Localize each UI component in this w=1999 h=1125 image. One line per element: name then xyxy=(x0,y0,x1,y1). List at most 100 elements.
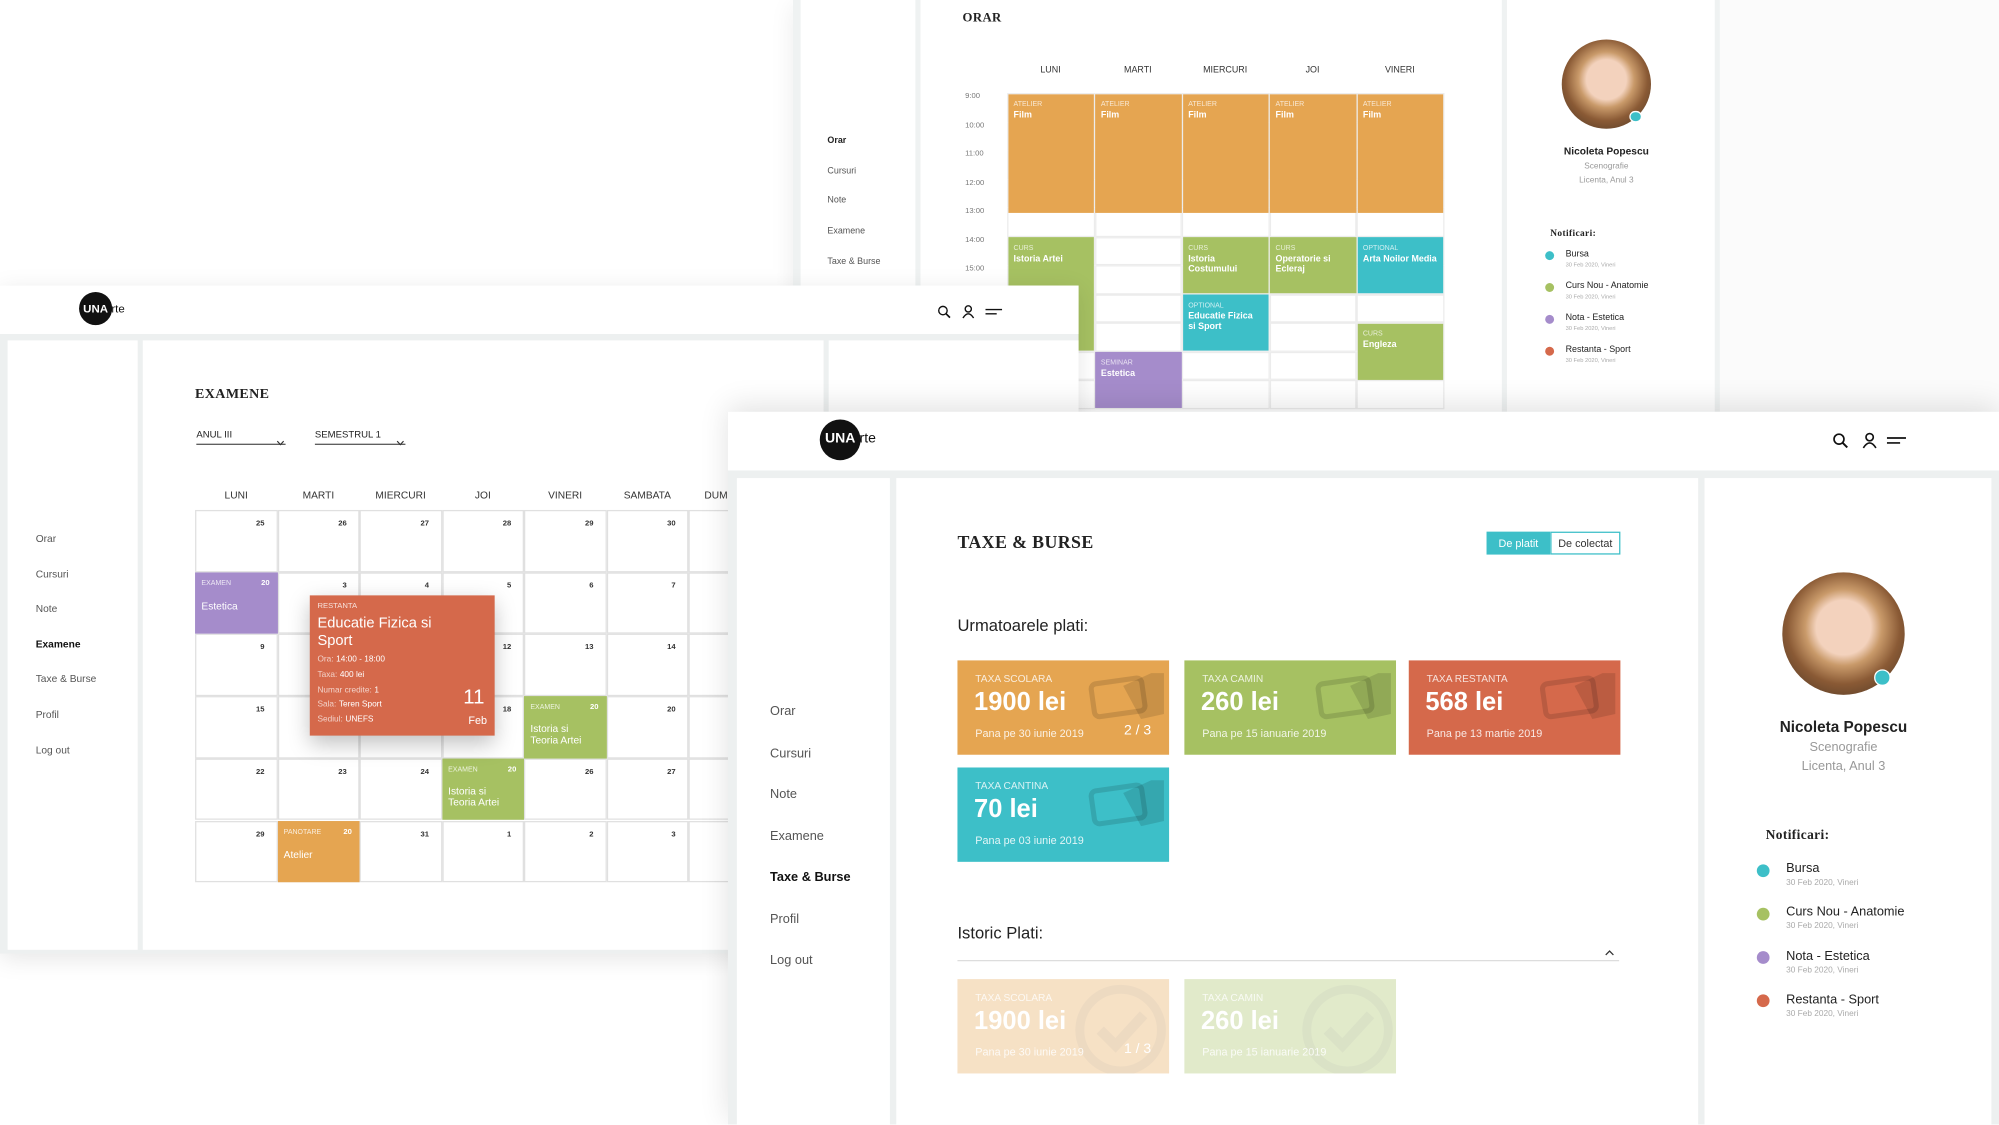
dropdown-caret xyxy=(396,430,404,446)
exam-type: EXAMEN xyxy=(530,703,560,712)
calendar-cell xyxy=(606,509,689,573)
nav-item[interactable]: Taxe & Burse xyxy=(770,870,851,885)
calendar-cell xyxy=(441,820,524,883)
card-icon-graphic xyxy=(1088,780,1164,827)
paid-card[interactable]: TAXA SCOLARA 1900 lei Pana pe 30 iunie 201… xyxy=(957,979,1170,1074)
calendar-day: 26 xyxy=(338,520,347,528)
filter-dropdown[interactable]: SEMESTRUL 1 xyxy=(314,428,381,440)
fee-amount: 70 lei xyxy=(974,795,1038,824)
popup-detail: Ora: 14:00 - 18:00 xyxy=(317,655,385,664)
tab-active[interactable]: De platit xyxy=(1486,531,1551,555)
paid-card[interactable]: TAXA CAMIN 260 lei Pana pe 15 ianuarie 201… xyxy=(1184,979,1399,1074)
nav-item[interactable]: Profil xyxy=(35,708,59,721)
fee-card[interactable]: TAXA SCOLARA 1900 lei Pana pe 30 iunie 201… xyxy=(957,660,1170,755)
nav-item[interactable]: Cursuri xyxy=(827,166,857,176)
grid-cell xyxy=(1269,379,1357,409)
nav-item[interactable]: Orar xyxy=(827,136,847,146)
calendar-cell xyxy=(523,509,607,573)
calendar-day: 13 xyxy=(584,644,594,652)
calendar-cell xyxy=(195,820,278,883)
nav-item[interactable]: Note xyxy=(770,787,797,802)
class-title: Estetica xyxy=(1100,369,1136,379)
nav-item[interactable]: Log out xyxy=(35,744,70,756)
logo-text: UNA xyxy=(83,301,109,315)
exam-day: 20 xyxy=(507,765,517,774)
notification-title: Bursa xyxy=(1565,249,1589,259)
fee-card[interactable]: TAXA RESTANTA 568 lei Pana pe 13 martie 20… xyxy=(1408,660,1621,755)
exam-block[interactable] xyxy=(277,820,360,883)
notification-dot xyxy=(1756,951,1770,964)
notification-title: Nota - Estetica xyxy=(1565,313,1625,323)
user-icon[interactable] xyxy=(961,302,975,318)
nav-item[interactable]: Cursuri xyxy=(35,568,69,580)
fee-installment: 2 / 3 xyxy=(1123,722,1152,739)
profile-program: Scenografie xyxy=(1584,161,1629,171)
nav-item[interactable]: Taxe & Burse xyxy=(35,673,97,686)
class-block[interactable] xyxy=(1182,237,1269,294)
class-block[interactable] xyxy=(1182,294,1269,351)
check-icon-graphic xyxy=(1297,979,1399,1073)
menu-icon[interactable] xyxy=(1886,432,1907,449)
notification-title: Curs Nou - Anatomie xyxy=(1565,281,1649,291)
hour-label: 12:00 xyxy=(965,179,985,187)
tab[interactable]: De colectat xyxy=(1550,531,1621,555)
exam-popup xyxy=(309,595,495,736)
nav-item[interactable]: Profil xyxy=(770,912,800,927)
notification-title: Bursa xyxy=(1786,861,1820,876)
side-panel xyxy=(1719,0,1999,412)
calendar-cell xyxy=(195,696,278,759)
exam-block[interactable] xyxy=(195,572,278,635)
exam-block[interactable] xyxy=(523,696,607,759)
check-icon xyxy=(1297,979,1399,1073)
nav-item[interactable]: Cursuri xyxy=(770,746,812,761)
calendar-day: 22 xyxy=(256,768,265,777)
menu-icon[interactable] xyxy=(984,302,1002,316)
class-block[interactable] xyxy=(1357,237,1444,294)
class-title: Film xyxy=(1362,110,1382,120)
class-block[interactable] xyxy=(1095,93,1182,213)
notification-date: 30 Feb 2020, Vineri xyxy=(1565,261,1616,268)
calendar-day: 6 xyxy=(589,582,594,590)
nav-item[interactable]: Note xyxy=(35,603,58,615)
fee-card[interactable]: TAXA CAMIN 260 lei Pana pe 15 ianuarie 201… xyxy=(1184,660,1397,755)
day-header: JOI xyxy=(474,489,491,502)
class-block[interactable] xyxy=(1269,237,1356,294)
user-icon[interactable] xyxy=(1861,432,1878,449)
nav-item[interactable]: Examene xyxy=(827,227,866,236)
class-block[interactable] xyxy=(1095,351,1182,408)
notification-date: 30 Feb 2020, Vineri xyxy=(1565,357,1616,364)
search-icon[interactable] xyxy=(1831,432,1848,449)
filter-dropdown[interactable]: ANUL III xyxy=(196,428,233,440)
class-block[interactable] xyxy=(1269,93,1356,213)
exam-block[interactable] xyxy=(441,758,524,821)
nav-item[interactable]: Log out xyxy=(770,953,813,968)
divider xyxy=(957,959,1620,962)
class-type: CURS xyxy=(1188,244,1209,252)
hour-label: 11:00 xyxy=(965,150,984,159)
fee-label: TAXA SCOLARA xyxy=(975,991,1053,1004)
class-block[interactable] xyxy=(1357,323,1444,380)
nav-item[interactable]: Examene xyxy=(35,638,81,650)
fee-card[interactable]: TAXA CANTINA 70 lei Pana pe 03 iunie 2019 xyxy=(957,767,1170,862)
hour-label: 9:00 xyxy=(965,93,980,101)
menu-icon-graphic xyxy=(1886,436,1907,444)
fee-due: Pana pe 15 ianuarie 2019 xyxy=(1202,1045,1327,1059)
class-block[interactable] xyxy=(1182,93,1269,213)
user-icon-graphic xyxy=(961,304,974,318)
notification-title: Restanta - Sport xyxy=(1786,993,1879,1008)
popup-day: 11 xyxy=(463,687,485,709)
class-block[interactable] xyxy=(1007,93,1094,213)
calendar-cell xyxy=(606,758,689,821)
search-icon[interactable] xyxy=(936,302,950,318)
class-block[interactable] xyxy=(1357,93,1444,213)
class-type: ATELIER xyxy=(1362,100,1392,109)
detail-key: Sediul: xyxy=(317,715,343,725)
nav-item[interactable]: Note xyxy=(827,196,847,206)
calendar-cell xyxy=(359,509,442,573)
nav-item[interactable]: Orar xyxy=(770,705,796,720)
nav-item[interactable]: Taxe & Burse xyxy=(827,257,881,267)
nav-item[interactable]: Examene xyxy=(770,829,824,844)
profile-program: Scenografie xyxy=(1809,740,1878,755)
nav-item[interactable]: Orar xyxy=(35,532,57,545)
class-type: SEMINAR xyxy=(1100,358,1133,367)
